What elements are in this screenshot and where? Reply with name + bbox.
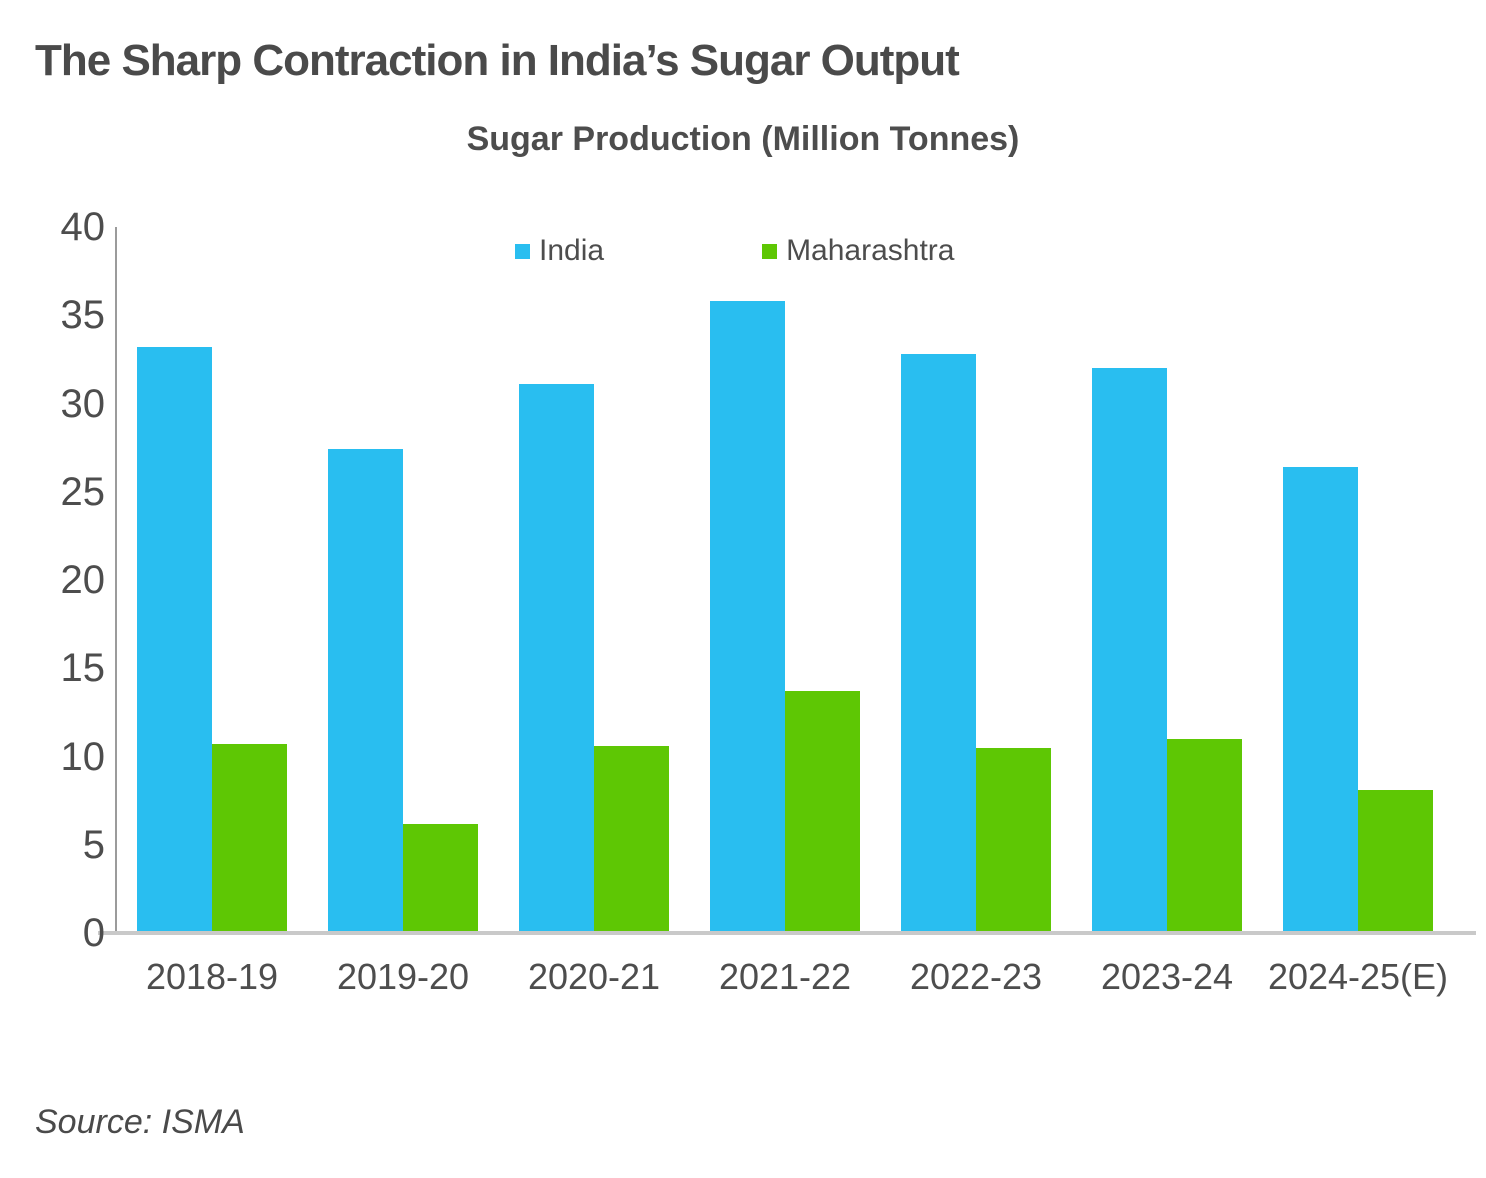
legend-item-india: India [515,234,604,268]
y-axis-line [115,227,117,933]
y-axis-tick-label: 25 [60,469,106,514]
x-axis-tick-label: 2023-24 [1100,956,1234,997]
page-title: The Sharp Contraction in India’s Sugar O… [35,36,960,85]
chart-legend: India Maharashtra [515,234,954,268]
bar-india-2018-19 [137,347,212,933]
bar-india-2020-21 [519,384,594,933]
bar-maharashtra-2024-25(e) [1358,790,1433,933]
x-axis-tick-label: 2022-23 [909,956,1043,997]
bar-india-2023-24 [1092,368,1167,933]
source-note: Source: ISMA [35,1103,245,1141]
legend-item-maharashtra: Maharashtra [762,234,954,268]
y-axis-tick-label: 20 [60,558,106,602]
bar-maharashtra-2018-19 [212,744,287,933]
y-axis-tick-label: 5 [82,822,105,867]
legend-swatch-icon [515,243,530,259]
y-axis-tick-label: 15 [60,646,106,691]
y-axis-tick-label: 40 [60,205,106,249]
legend-label: India [539,234,605,267]
y-axis-tick-label: 30 [60,381,106,426]
bar-maharashtra-2023-24 [1167,738,1242,933]
legend-swatch-icon [762,243,778,259]
bar-india-2024-25(e) [1283,467,1358,933]
x-axis-tick-label: 2019-20 [336,956,470,997]
bar-india-2019-20 [328,449,403,933]
legend-label: Maharashtra [786,234,955,267]
bar-india-2021-22 [710,301,785,933]
y-axis-tick-label: 10 [60,734,106,779]
bar-maharashtra-2021-22 [785,691,860,933]
x-axis-tick-label: 2021-22 [718,956,852,997]
x-axis-tick-label: 2018-19 [145,956,279,997]
chart-title: Sugar Production (Million Tonnes) [466,120,1020,158]
x-axis-tick-label: 2020-21 [527,956,661,997]
y-axis-tick-label: 0 [82,911,105,955]
bar-india-2022-23 [901,354,976,933]
bar-maharashtra-2019-20 [403,823,478,933]
bar-maharashtra-2020-21 [594,745,669,933]
y-axis-tick-label: 35 [60,293,106,338]
bar-maharashtra-2022-23 [976,747,1051,933]
x-axis-line [98,931,1476,935]
x-axis-tick-label: 2024-25(E) [1267,956,1449,997]
